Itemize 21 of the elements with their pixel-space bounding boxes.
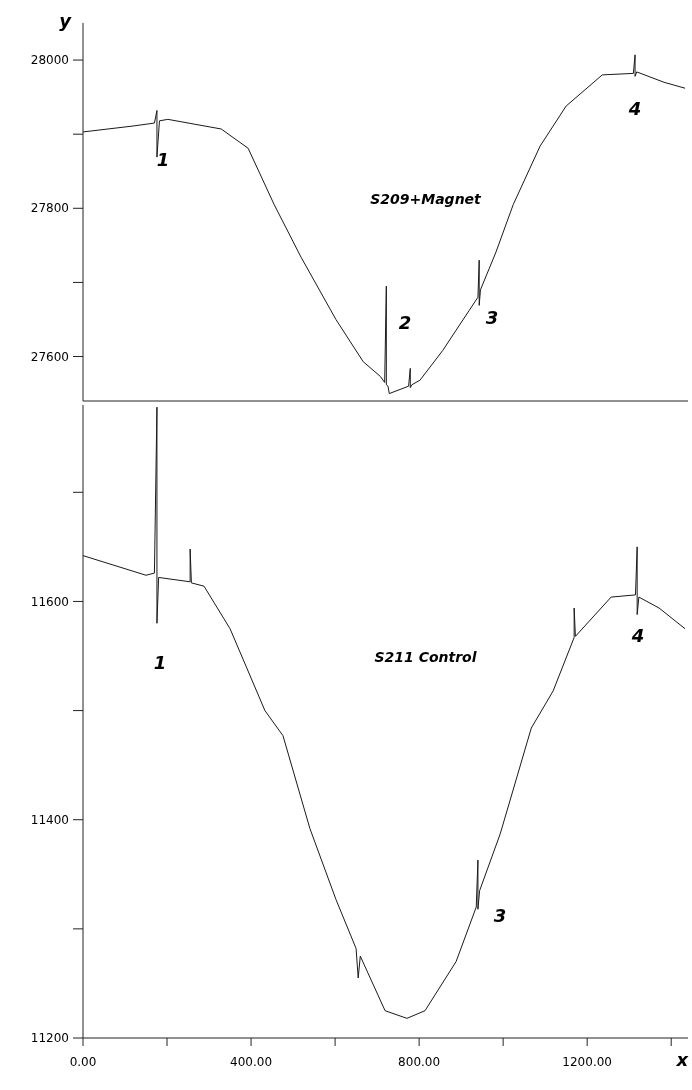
y-tick-label: 28000	[30, 53, 69, 68]
text: S209+Magnet	[370, 191, 483, 207]
x-tick-label: 400.00	[230, 1055, 273, 1069]
x-axis-title: x	[675, 1049, 690, 1070]
annotation: 3	[485, 307, 499, 329]
y-axis-title: y	[59, 10, 73, 31]
text: S211 Control	[374, 648, 477, 665]
y-tick-label: 27600	[30, 349, 69, 364]
x-tick-label: 800.00	[398, 1055, 441, 1069]
annotation: 4	[627, 98, 642, 120]
annotation: 1	[156, 149, 170, 171]
annotation: 4	[630, 625, 645, 647]
y-tick-label: 11200	[30, 1031, 69, 1046]
x-tick-label: 0.00	[69, 1055, 97, 1069]
annotation: 1	[153, 652, 167, 674]
y-tick-label: 11400	[30, 812, 69, 827]
annotation: 3	[493, 905, 507, 927]
y-tick-label: 11600	[30, 594, 69, 609]
annotation: 2	[398, 312, 412, 334]
y-tick-label: 27800	[30, 201, 69, 216]
x-tick-label: 1200.00	[562, 1055, 612, 1069]
